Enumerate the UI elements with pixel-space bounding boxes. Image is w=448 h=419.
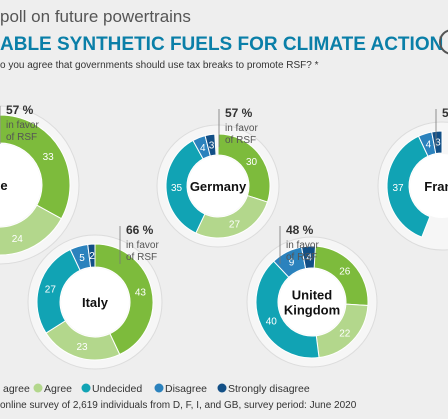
segment-label: 30 [246,157,258,168]
segment-label: 4 [306,253,312,264]
favor-percent: 48 % [286,223,314,237]
legend-label: Strongly disagree [228,383,310,395]
legend-swatch [154,383,164,393]
favor-percent: 5 [442,106,448,120]
favor-percent: 66 % [126,223,154,237]
legend-swatch [81,383,91,393]
footnote: online survey of 2,619 individuals from … [0,400,357,411]
segment-label: 3 [209,141,215,152]
segment-label: 22 [339,328,351,339]
donut-hole [61,268,129,336]
favor-note: in favor [225,123,258,134]
segment-label: 37 [392,183,404,194]
segment-label: 27 [45,285,57,296]
donut-segment [255,260,320,359]
header-subtitle: poll on future powertrains [0,7,191,26]
legend-swatch [33,383,43,393]
segment-label: 2 [89,251,95,262]
country-name: pe [0,178,8,193]
segment-label: 4 [426,140,432,151]
favor-note: of RSF [225,135,256,146]
segment-label: 26 [339,267,351,278]
segment-label: 5 [79,253,85,264]
favor-note: of RSF [6,132,37,143]
country-name: Italy [82,295,109,310]
legend-label: agree [3,383,30,395]
segment-label: 9 [289,257,295,268]
country-name: United [292,288,333,303]
header-question: o you agree that governments should use … [0,60,319,71]
donut-segment [431,130,443,155]
donut-segment [204,133,217,157]
header-title: ABLE SYNTHETIC FUELS FOR CLIMATE ACTION [0,34,443,55]
country-name: Germany [190,179,247,194]
segment-label: 35 [171,183,183,194]
donut-segment [0,204,63,256]
donut-segment [94,243,154,356]
favor-note: of RSF [126,252,157,263]
favor-note: in favor [286,240,319,251]
legend-swatch [217,383,227,393]
favor-note: of RSF [286,252,317,263]
favor-percent: 57 % [225,106,253,120]
donut-hole [410,154,448,218]
donut-segment [165,139,206,234]
favor-note: in favor [6,120,39,131]
segment-label: 33 [43,152,55,163]
segment-label: 23 [76,342,88,353]
favor-note: in favor [126,240,159,251]
legend-label: Agree [44,383,72,395]
donut-hole [279,269,345,335]
segment-label: 43 [135,287,147,298]
segment-label: 40 [266,317,278,328]
segment-label: 27 [229,220,241,231]
logo [439,29,448,55]
country-name: Franc [424,179,448,194]
legend-label: Undecided [92,383,142,395]
donut-segment [300,245,317,270]
segment-label: 3 [435,138,441,149]
country-name: Kingdom [284,303,340,318]
legend-label: Disagree [165,383,207,395]
donut-hole [188,156,248,216]
favor-percent: 57 % [6,103,34,117]
donut-hole [0,144,41,226]
donut-segment [87,243,96,268]
segment-label: 24 [12,234,24,245]
segment-label: 4 [200,143,206,154]
